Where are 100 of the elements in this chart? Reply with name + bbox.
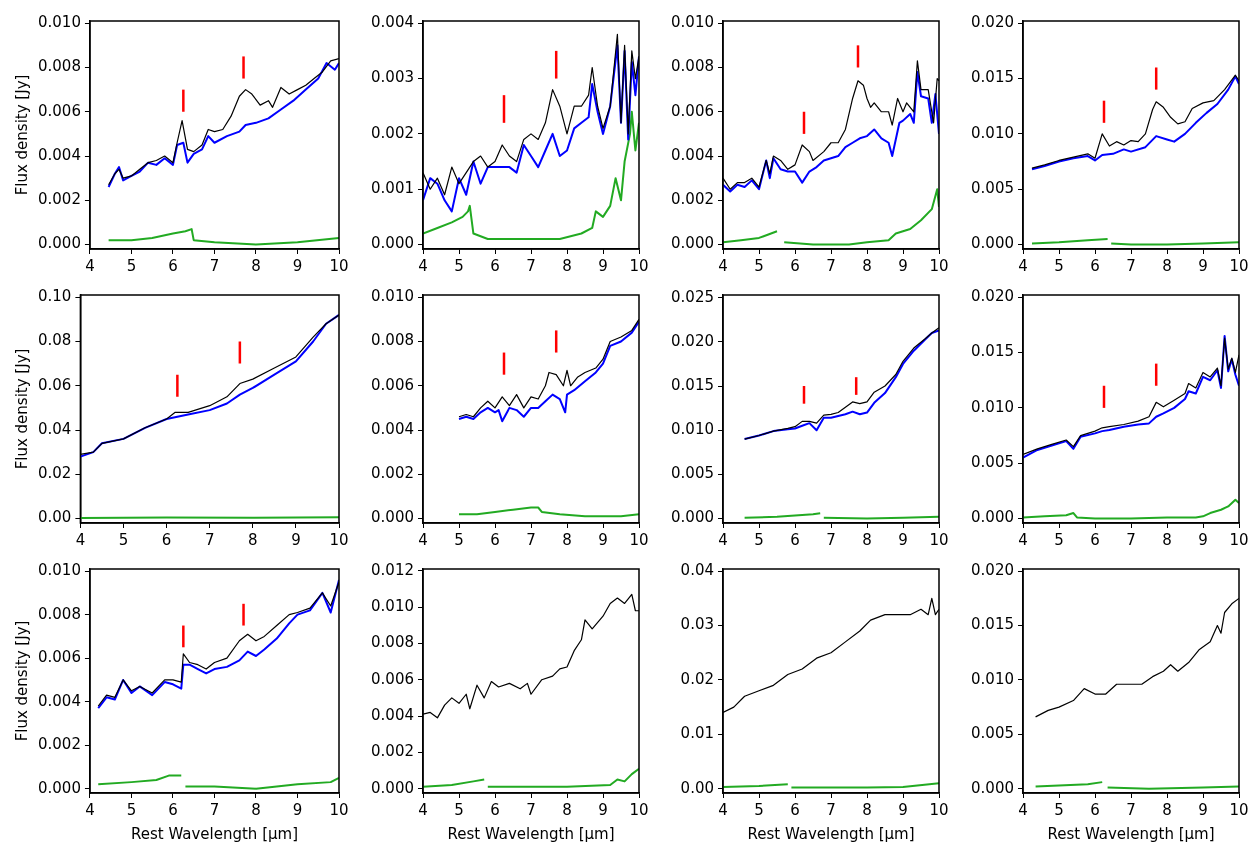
x-tick-label: 10 xyxy=(329,530,349,549)
y-tick-label: 0.004 xyxy=(371,705,414,724)
y-tick-label: 0.000 xyxy=(37,234,81,253)
x-tick-label: 5 xyxy=(454,800,464,819)
x-tick-label: 8 xyxy=(562,530,572,549)
x-tick-label: 5 xyxy=(754,256,764,275)
y-tick-label: 0.08 xyxy=(37,331,72,350)
x-tick-label: 6 xyxy=(1090,800,1100,819)
x-tick-label: 4 xyxy=(85,256,95,275)
x-tick-label: 7 xyxy=(209,256,220,275)
x-tick-label: 8 xyxy=(862,800,872,819)
y-tick-label: 0.020 xyxy=(671,331,714,350)
x-tick-label: 9 xyxy=(898,530,908,549)
y-tick-label: 0.020 xyxy=(971,13,1014,32)
y-tick-label: 0.04 xyxy=(37,419,72,438)
y-tick-label: 0.005 xyxy=(971,179,1014,198)
y-tick-label: 0.01 xyxy=(680,724,714,743)
y-tick-label: 0.006 xyxy=(371,669,414,688)
y-tick-label: 0.005 xyxy=(971,724,1014,743)
y-tick-label: 0.015 xyxy=(971,68,1014,87)
x-tick-label: 8 xyxy=(251,800,261,819)
y-tick-label: 0.000 xyxy=(671,508,714,527)
x-tick-label: 9 xyxy=(598,800,608,819)
x-tick-label: 8 xyxy=(251,256,261,275)
x-tick-label: 4 xyxy=(418,256,428,275)
y-tick-label: 0.010 xyxy=(371,287,414,306)
x-tick-label: 8 xyxy=(1162,530,1172,549)
x-tick-label: 6 xyxy=(790,530,800,549)
y-tick-label: 0.000 xyxy=(371,234,414,253)
x-tick-label: 10 xyxy=(329,256,349,275)
x-axis-title: Rest Wavelength [μm] xyxy=(1047,824,1215,843)
y-tick-label: 0.001 xyxy=(371,179,414,198)
x-tick-label: 8 xyxy=(1162,256,1172,275)
x-tick-label: 6 xyxy=(168,256,178,275)
x-tick-label: 5 xyxy=(454,256,464,275)
y-tick-label: 0.04 xyxy=(680,561,714,580)
x-tick-label: 4 xyxy=(1018,530,1028,549)
x-tick-label: 7 xyxy=(1126,256,1136,275)
y-tick-label: 0.010 xyxy=(971,669,1014,688)
y-tick-label: 0.006 xyxy=(371,375,414,394)
y-tick-label: 0.004 xyxy=(37,145,81,164)
y-tick-label: 0.002 xyxy=(37,190,81,209)
x-tick-label: 9 xyxy=(898,256,908,275)
x-tick-label: 7 xyxy=(209,800,220,819)
x-tick-label: 4 xyxy=(75,530,86,549)
x-tick-label: 4 xyxy=(718,530,728,549)
x-tick-label: 7 xyxy=(1126,800,1136,819)
x-tick-label: 10 xyxy=(629,256,649,275)
x-tick-label: 10 xyxy=(629,800,649,819)
x-tick-label: 7 xyxy=(826,800,836,819)
y-tick-label: 0.008 xyxy=(371,633,414,652)
x-tick-label: 7 xyxy=(526,800,536,819)
y-tick-label: 0.006 xyxy=(671,101,714,120)
x-tick-label: 5 xyxy=(454,530,464,549)
y-tick-label: 0.00 xyxy=(680,778,714,797)
y-tick-label: 0.000 xyxy=(971,234,1014,253)
y-tick-label: 0.00 xyxy=(37,508,72,527)
y-tick-label: 0.005 xyxy=(971,453,1014,472)
x-axis-title: Rest Wavelength [μm] xyxy=(130,824,298,843)
y-tick-label: 0.006 xyxy=(37,648,81,667)
y-tick-label: 0.004 xyxy=(37,691,81,710)
x-tick-label: 5 xyxy=(126,800,137,819)
x-tick-label: 10 xyxy=(1229,256,1249,275)
x-tick-label: 5 xyxy=(1054,530,1064,549)
x-tick-label: 5 xyxy=(754,530,764,549)
x-tick-label: 9 xyxy=(291,530,301,549)
y-tick-label: 0.002 xyxy=(37,735,81,754)
x-tick-label: 10 xyxy=(929,530,949,549)
x-tick-label: 6 xyxy=(790,256,800,275)
x-tick-label: 4 xyxy=(718,256,728,275)
y-tick-label: 0.000 xyxy=(371,508,414,527)
x-tick-label: 9 xyxy=(1198,256,1208,275)
x-tick-label: 5 xyxy=(126,256,137,275)
x-tick-label: 7 xyxy=(526,530,536,549)
x-tick-label: 6 xyxy=(1090,256,1100,275)
y-tick-label: 0.002 xyxy=(671,190,714,209)
y-tick-label: 0.008 xyxy=(37,604,81,623)
y-tick-label: 0.025 xyxy=(671,287,714,306)
x-tick-label: 5 xyxy=(754,800,764,819)
y-axis-title: Flux density [Jy] xyxy=(12,620,31,742)
y-tick-label: 0.010 xyxy=(37,561,81,580)
x-tick-label: 5 xyxy=(1054,800,1064,819)
y-tick-label: 0.008 xyxy=(371,331,414,350)
x-tick-label: 6 xyxy=(490,256,500,275)
x-tick-label: 6 xyxy=(1090,530,1100,549)
x-tick-label: 9 xyxy=(292,800,303,819)
x-tick-label: 10 xyxy=(1229,800,1249,819)
x-tick-label: 9 xyxy=(598,256,608,275)
y-tick-label: 0.020 xyxy=(971,287,1014,306)
y-tick-label: 0.010 xyxy=(971,123,1014,142)
y-tick-label: 0.010 xyxy=(371,597,414,616)
y-tick-label: 0.002 xyxy=(371,464,414,483)
x-tick-label: 4 xyxy=(1018,800,1028,819)
y-tick-label: 0.008 xyxy=(671,57,714,76)
y-tick-label: 0.015 xyxy=(971,342,1014,361)
y-axis-title: Flux density [Jy] xyxy=(12,74,31,196)
x-tick-label: 10 xyxy=(329,800,349,819)
x-tick-label: 10 xyxy=(929,256,949,275)
x-tick-label: 7 xyxy=(526,256,536,275)
y-tick-label: 0.000 xyxy=(671,234,714,253)
